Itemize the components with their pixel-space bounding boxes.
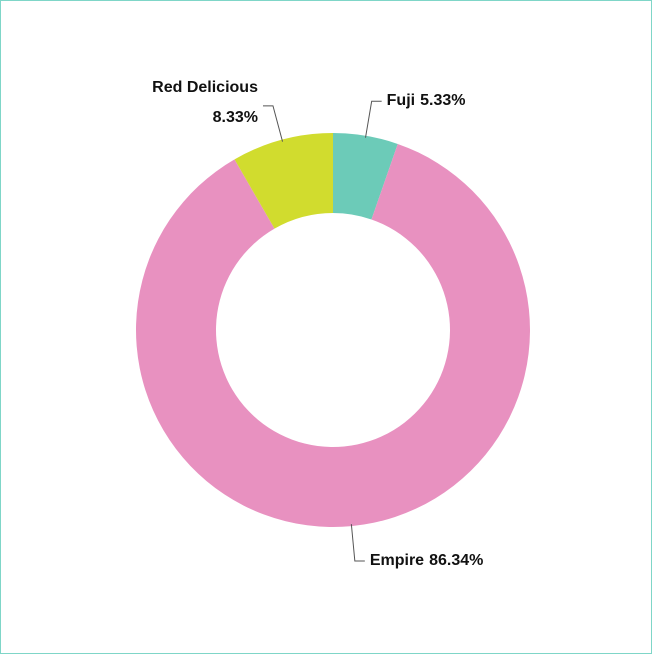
leader-line — [350, 524, 365, 562]
slice-name: Fuji — [387, 92, 415, 109]
slice-label: Empire 86.34% — [370, 552, 484, 569]
slice-label: Fuji 5.33% — [387, 92, 466, 109]
slice-value: 86.34% — [429, 552, 483, 569]
slice-value: 8.33% — [213, 109, 258, 126]
slice-name: Red Delicious — [152, 79, 258, 96]
leader-line — [365, 100, 382, 138]
donut-slice — [135, 143, 530, 528]
donut-slice — [333, 133, 398, 220]
slice-value: 5.33% — [420, 92, 465, 109]
slice-name: Empire — [370, 552, 424, 569]
donut-slice — [234, 133, 333, 229]
leader-line — [262, 105, 284, 142]
